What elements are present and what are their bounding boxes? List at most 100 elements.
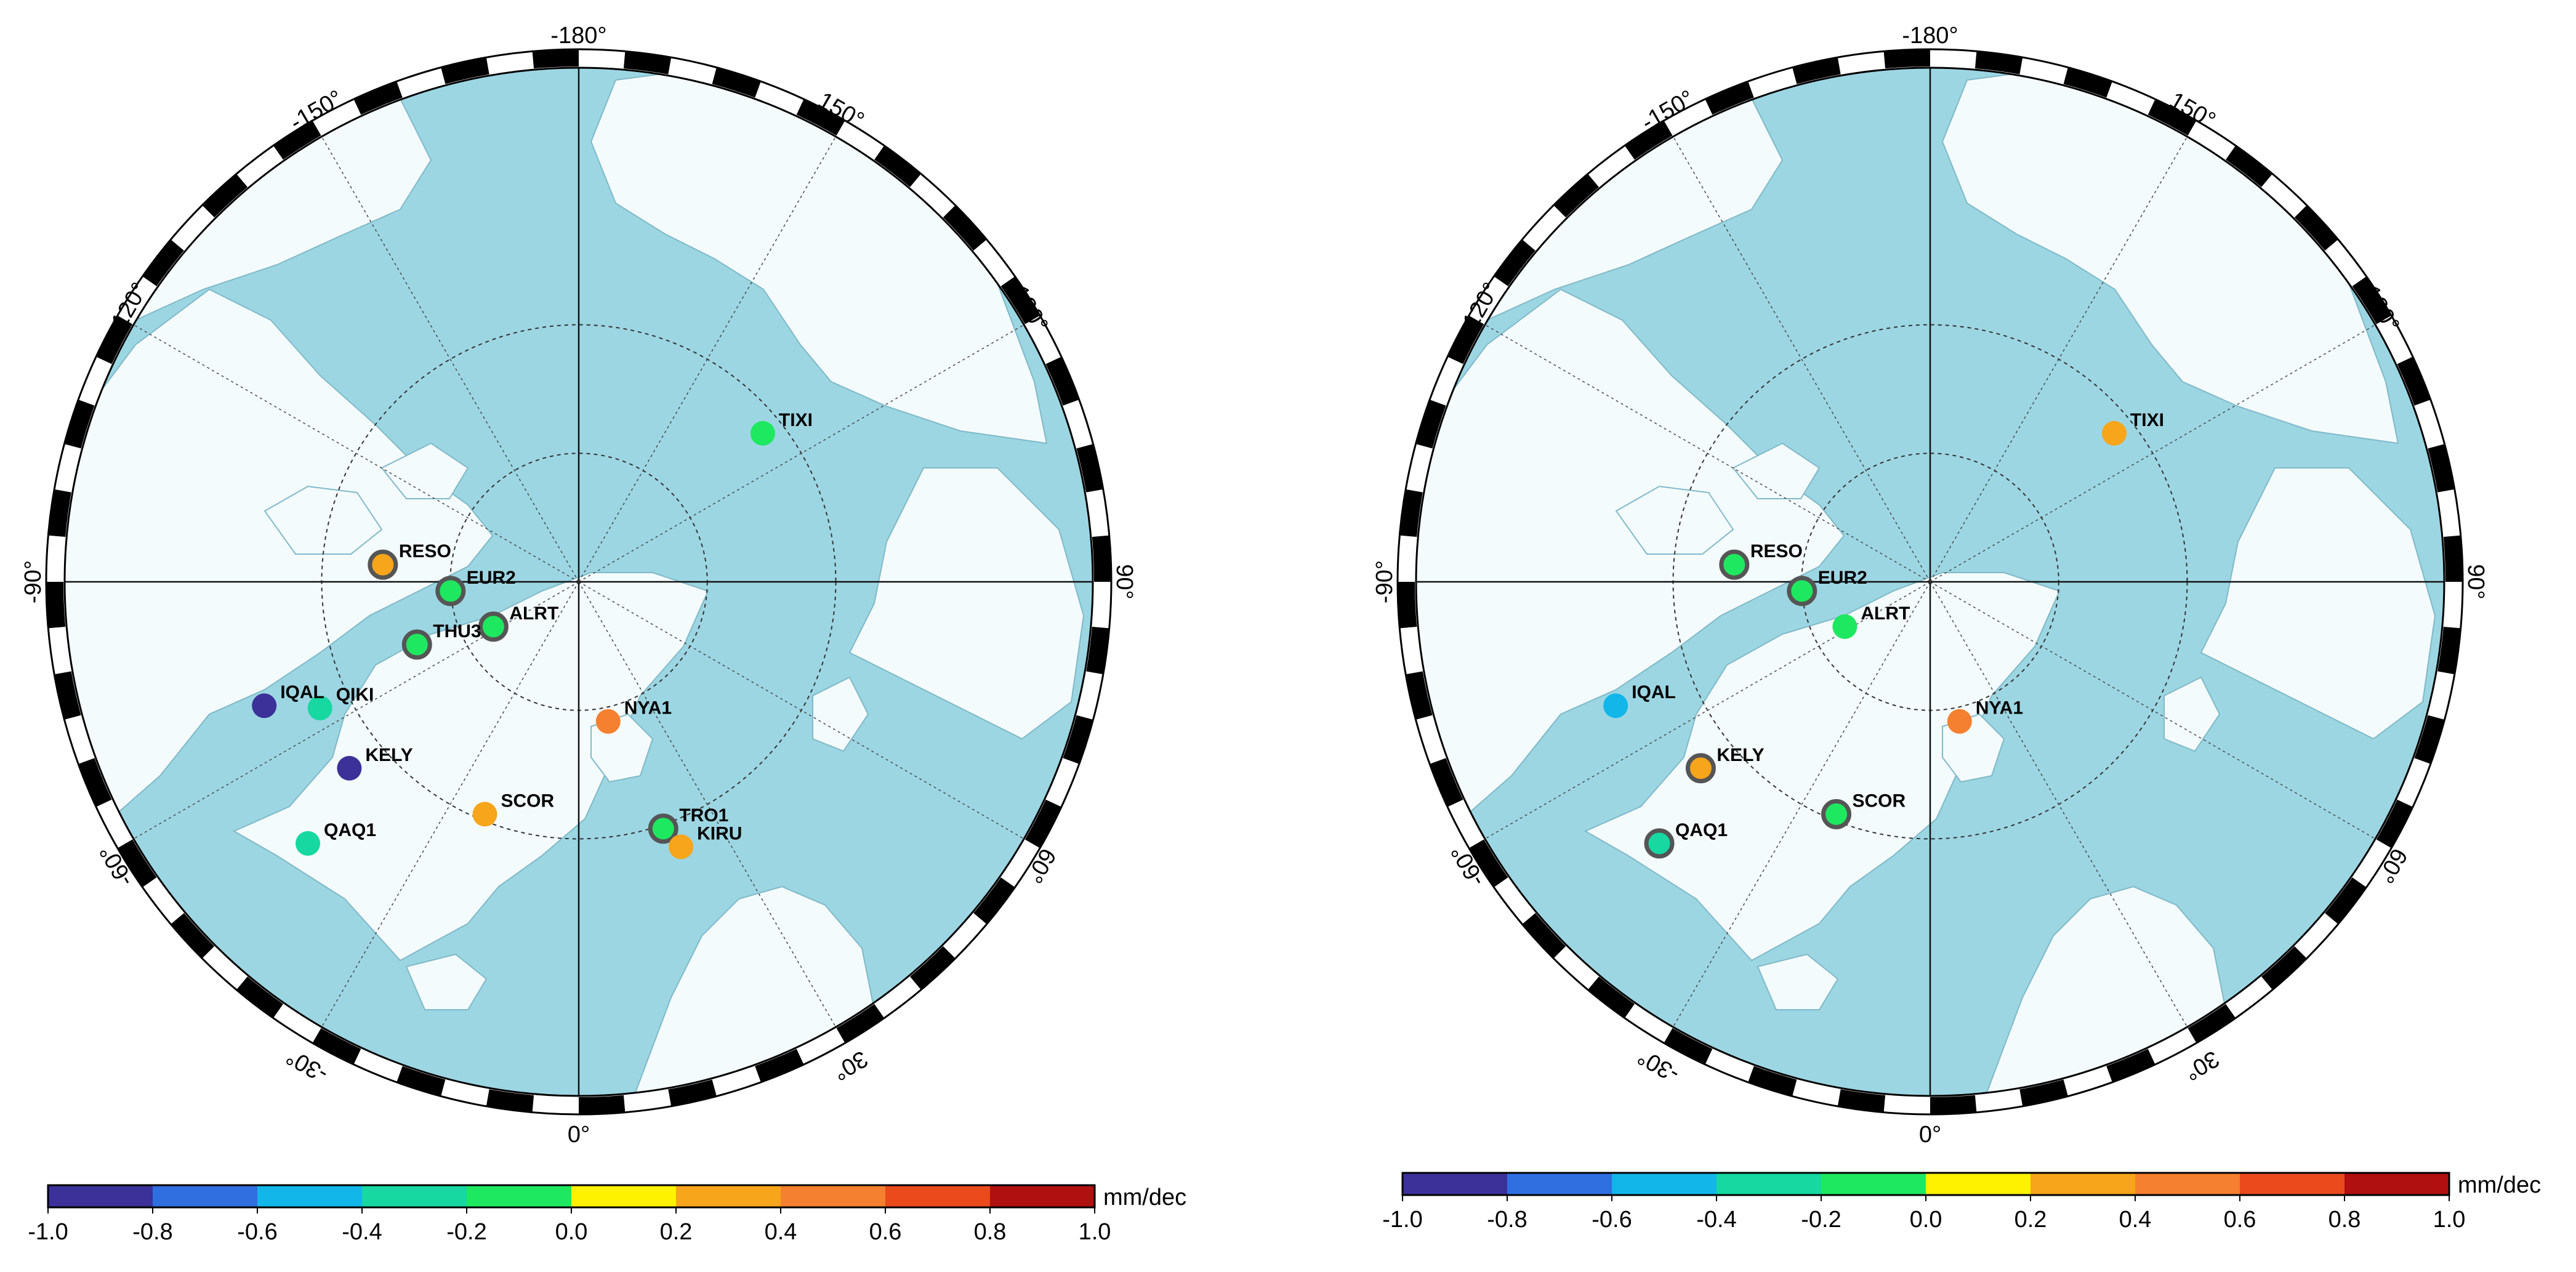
land-masses: [65, 68, 1085, 1096]
station-nya1[interactable]: NYA1: [1947, 698, 2023, 734]
station-marker[interactable]: [296, 831, 321, 856]
station-thu3[interactable]: THU3: [401, 621, 481, 660]
frame-segment: [2443, 535, 2463, 582]
station-marker[interactable]: [595, 709, 621, 734]
station-scor[interactable]: SCOR: [472, 791, 555, 827]
station-marker[interactable]: [1644, 828, 1675, 859]
station-label: QIKI: [336, 685, 374, 705]
lon-label-m90: -90°: [1372, 560, 1398, 603]
graticule: [65, 68, 1093, 1096]
frame-segment: [1086, 626, 1109, 675]
lon-label-p30: 30°: [2180, 1045, 2224, 1085]
station-kiru[interactable]: KIRU: [669, 823, 742, 859]
station-iqal[interactable]: IQAL: [1603, 682, 1676, 719]
colorbar-swatch: [2345, 1173, 2449, 1195]
meridian-line: [1484, 581, 1931, 840]
colorbar-tick-label: -1.0: [28, 1219, 68, 1245]
station-kely[interactable]: KELY: [1685, 745, 1765, 784]
colorbar-tick-label: 0.0: [1910, 1207, 1942, 1233]
station-marker[interactable]: [669, 834, 694, 859]
frame-segment: [2063, 67, 2112, 98]
frame-segment: [46, 582, 66, 629]
station-marker[interactable]: [648, 813, 678, 844]
station-label: KELY: [1717, 745, 1764, 765]
frame-segment: [668, 1079, 717, 1106]
station-marker[interactable]: [307, 695, 332, 720]
frame-segment: [943, 205, 987, 251]
stations-right: TIXI RESO EUR2 ALRT IQAL KELY QAQ1 SCOR NYA1: [1603, 410, 2164, 859]
frame-segment: [2294, 205, 2338, 251]
lon-label-p90: 90°: [2463, 564, 2489, 599]
station-marker[interactable]: [1821, 799, 1852, 829]
station-qaq1[interactable]: QAQ1: [296, 820, 376, 856]
frame-segment: [236, 976, 283, 1018]
frame-segment: [1468, 839, 1508, 888]
station-marker[interactable]: [252, 693, 277, 719]
colorbar-swatch: [990, 1185, 1095, 1207]
colorbar-tick-label: 0.6: [2224, 1207, 2256, 1233]
frame-segment: [273, 120, 321, 160]
frame-segment: [1522, 913, 1566, 959]
colorbar-swatch: [48, 1185, 153, 1207]
graticule: [1416, 68, 2444, 1096]
station-label: EUR2: [467, 568, 516, 588]
meridian-line: [578, 581, 837, 1028]
station-tro1[interactable]: TRO1: [648, 805, 728, 844]
station-marker[interactable]: [478, 611, 509, 642]
frame-segment: [2414, 715, 2445, 764]
station-marker[interactable]: [2101, 421, 2127, 446]
colorbar-swatch: [1821, 1173, 1926, 1195]
station-marker[interactable]: [368, 549, 398, 580]
station-nya1[interactable]: NYA1: [595, 698, 672, 734]
station-eur2[interactable]: EUR2: [435, 568, 516, 606]
frame-segment: [910, 946, 956, 990]
frame-segment: [579, 1095, 626, 1114]
station-label: TIXI: [779, 410, 813, 430]
station-marker[interactable]: [750, 421, 775, 446]
frame-segment: [2428, 444, 2455, 493]
station-marker[interactable]: [337, 755, 362, 781]
station-reso[interactable]: RESO: [1719, 541, 1803, 580]
station-qaq1[interactable]: QAQ1: [1644, 820, 1728, 859]
lon-label-m180: -180°: [550, 23, 606, 49]
station-label: QAQ1: [1675, 820, 1728, 840]
colorbar-swatch: [2135, 1173, 2240, 1195]
frame-segment: [1883, 49, 1930, 69]
frame-segment: [1837, 1089, 1886, 1113]
colorbar-swatch: [362, 1185, 467, 1207]
meridian-line: [1672, 136, 1931, 582]
map-right: -180° -150° -120° -90° -60° -30° 0° 30° …: [1372, 23, 2489, 1148]
station-scor[interactable]: SCOR: [1821, 791, 1906, 829]
colorbar-tick-label: 1.0: [1079, 1219, 1111, 1245]
station-marker[interactable]: [435, 576, 466, 606]
station-marker[interactable]: [1603, 693, 1628, 719]
station-marker[interactable]: [1832, 614, 1858, 639]
station-alrt[interactable]: ALRT: [1832, 603, 1910, 639]
meridian-line: [1484, 324, 1931, 582]
map-border: [1415, 66, 2445, 1097]
station-marker[interactable]: [1787, 576, 1817, 606]
station-marker[interactable]: [472, 802, 497, 827]
station-iqal[interactable]: IQAL: [252, 682, 324, 719]
colorbar-tick-label: 0.0: [555, 1219, 588, 1245]
station-tixi[interactable]: TIXI: [750, 410, 813, 446]
station-marker[interactable]: [401, 629, 432, 660]
station-marker[interactable]: [1685, 753, 1716, 784]
colorbar-tick-label: 0.2: [660, 1219, 693, 1245]
station-eur2[interactable]: EUR2: [1787, 568, 1867, 606]
station-kely[interactable]: KELY: [337, 745, 413, 781]
lon-label-m180: -180°: [1902, 23, 1958, 49]
colorbar-swatch: [153, 1185, 257, 1207]
station-alrt[interactable]: ALRT: [478, 603, 558, 642]
meridian-line: [578, 136, 837, 582]
meridian-line: [1930, 324, 2376, 582]
map-border: [63, 66, 1094, 1097]
colorbar-tick-label: 0.4: [2119, 1207, 2152, 1233]
station-reso[interactable]: RESO: [368, 541, 451, 580]
station-marker[interactable]: [1719, 549, 1750, 580]
station-qiki[interactable]: QIKI: [307, 685, 374, 720]
station-label: THU3: [433, 621, 481, 642]
station-tixi[interactable]: TIXI: [2101, 410, 2164, 446]
station-marker[interactable]: [1947, 709, 1972, 734]
